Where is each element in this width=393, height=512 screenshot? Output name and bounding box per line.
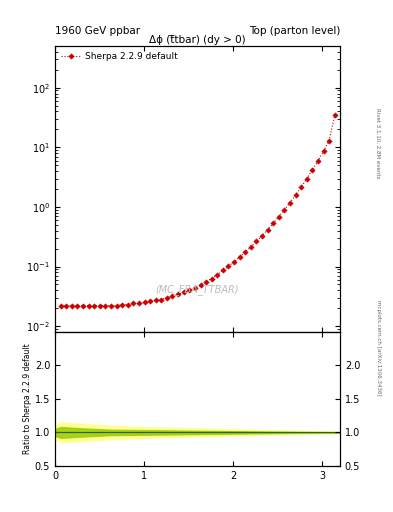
- Sherpa 2.2.9 default: [81, 303, 85, 309]
- Sherpa 2.2.9 default: [159, 296, 164, 303]
- Sherpa 2.2.9 default: [288, 200, 292, 206]
- Sherpa 2.2.9 default: [187, 287, 192, 293]
- Sherpa 2.2.9 default: [198, 282, 203, 288]
- Sherpa 2.2.9 default: [237, 254, 242, 260]
- Sherpa 2.2.9 default: [265, 227, 270, 233]
- Sherpa 2.2.9 default: [193, 285, 197, 291]
- Text: 1960 GeV ppbar: 1960 GeV ppbar: [55, 26, 140, 36]
- Sherpa 2.2.9 default: [243, 249, 248, 255]
- Sherpa 2.2.9 default: [136, 301, 141, 307]
- Sherpa 2.2.9 default: [248, 244, 253, 250]
- Sherpa 2.2.9 default: [142, 300, 147, 306]
- Y-axis label: Ratio to Sherpa 2.2.9 default: Ratio to Sherpa 2.2.9 default: [23, 344, 32, 454]
- Sherpa 2.2.9 default: [120, 302, 125, 308]
- Sherpa 2.2.9 default: [176, 291, 180, 297]
- Sherpa 2.2.9 default: [75, 303, 80, 309]
- Sherpa 2.2.9 default: [153, 297, 158, 304]
- Sherpa 2.2.9 default: [316, 158, 320, 164]
- Text: Top (parton level): Top (parton level): [248, 26, 340, 36]
- Text: mcplots.cern.ch [arXiv:1306.3436]: mcplots.cern.ch [arXiv:1306.3436]: [376, 301, 380, 396]
- Sherpa 2.2.9 default: [232, 259, 237, 265]
- Sherpa 2.2.9 default: [310, 167, 315, 173]
- Sherpa 2.2.9 default: [254, 239, 259, 245]
- Text: (MC_FBA_TTBAR): (MC_FBA_TTBAR): [156, 284, 239, 294]
- Sherpa 2.2.9 default: [181, 289, 186, 295]
- Sherpa 2.2.9 default: [92, 303, 97, 309]
- Sherpa 2.2.9 default: [108, 303, 113, 309]
- Sherpa 2.2.9 default: [271, 220, 275, 226]
- Sherpa 2.2.9 default: [131, 301, 136, 307]
- Sherpa 2.2.9 default: [332, 112, 337, 118]
- Sherpa 2.2.9 default: [276, 214, 281, 220]
- Text: Rivet 3.1.10, 2.8M events: Rivet 3.1.10, 2.8M events: [376, 108, 380, 179]
- Sherpa 2.2.9 default: [148, 298, 152, 305]
- Line: Sherpa 2.2.9 default: Sherpa 2.2.9 default: [59, 113, 337, 308]
- Sherpa 2.2.9 default: [299, 184, 303, 190]
- Sherpa 2.2.9 default: [165, 294, 169, 301]
- Sherpa 2.2.9 default: [114, 303, 119, 309]
- Sherpa 2.2.9 default: [125, 302, 130, 308]
- Sherpa 2.2.9 default: [86, 303, 91, 309]
- Sherpa 2.2.9 default: [293, 192, 298, 198]
- Sherpa 2.2.9 default: [327, 138, 332, 144]
- Sherpa 2.2.9 default: [282, 207, 287, 213]
- Text: Δϕ (t̅tbar) (dy > 0): Δϕ (t̅tbar) (dy > 0): [149, 35, 246, 45]
- Sherpa 2.2.9 default: [304, 176, 309, 182]
- Sherpa 2.2.9 default: [226, 263, 231, 269]
- Sherpa 2.2.9 default: [260, 232, 264, 239]
- Sherpa 2.2.9 default: [321, 148, 326, 154]
- Sherpa 2.2.9 default: [103, 303, 108, 309]
- Sherpa 2.2.9 default: [204, 279, 208, 285]
- Sherpa 2.2.9 default: [209, 275, 214, 282]
- Sherpa 2.2.9 default: [215, 272, 220, 278]
- Sherpa 2.2.9 default: [170, 293, 175, 299]
- Sherpa 2.2.9 default: [58, 303, 63, 309]
- Legend: Sherpa 2.2.9 default: Sherpa 2.2.9 default: [59, 51, 179, 63]
- Sherpa 2.2.9 default: [64, 303, 69, 309]
- Sherpa 2.2.9 default: [220, 267, 225, 273]
- Sherpa 2.2.9 default: [97, 303, 102, 309]
- Sherpa 2.2.9 default: [70, 303, 74, 309]
